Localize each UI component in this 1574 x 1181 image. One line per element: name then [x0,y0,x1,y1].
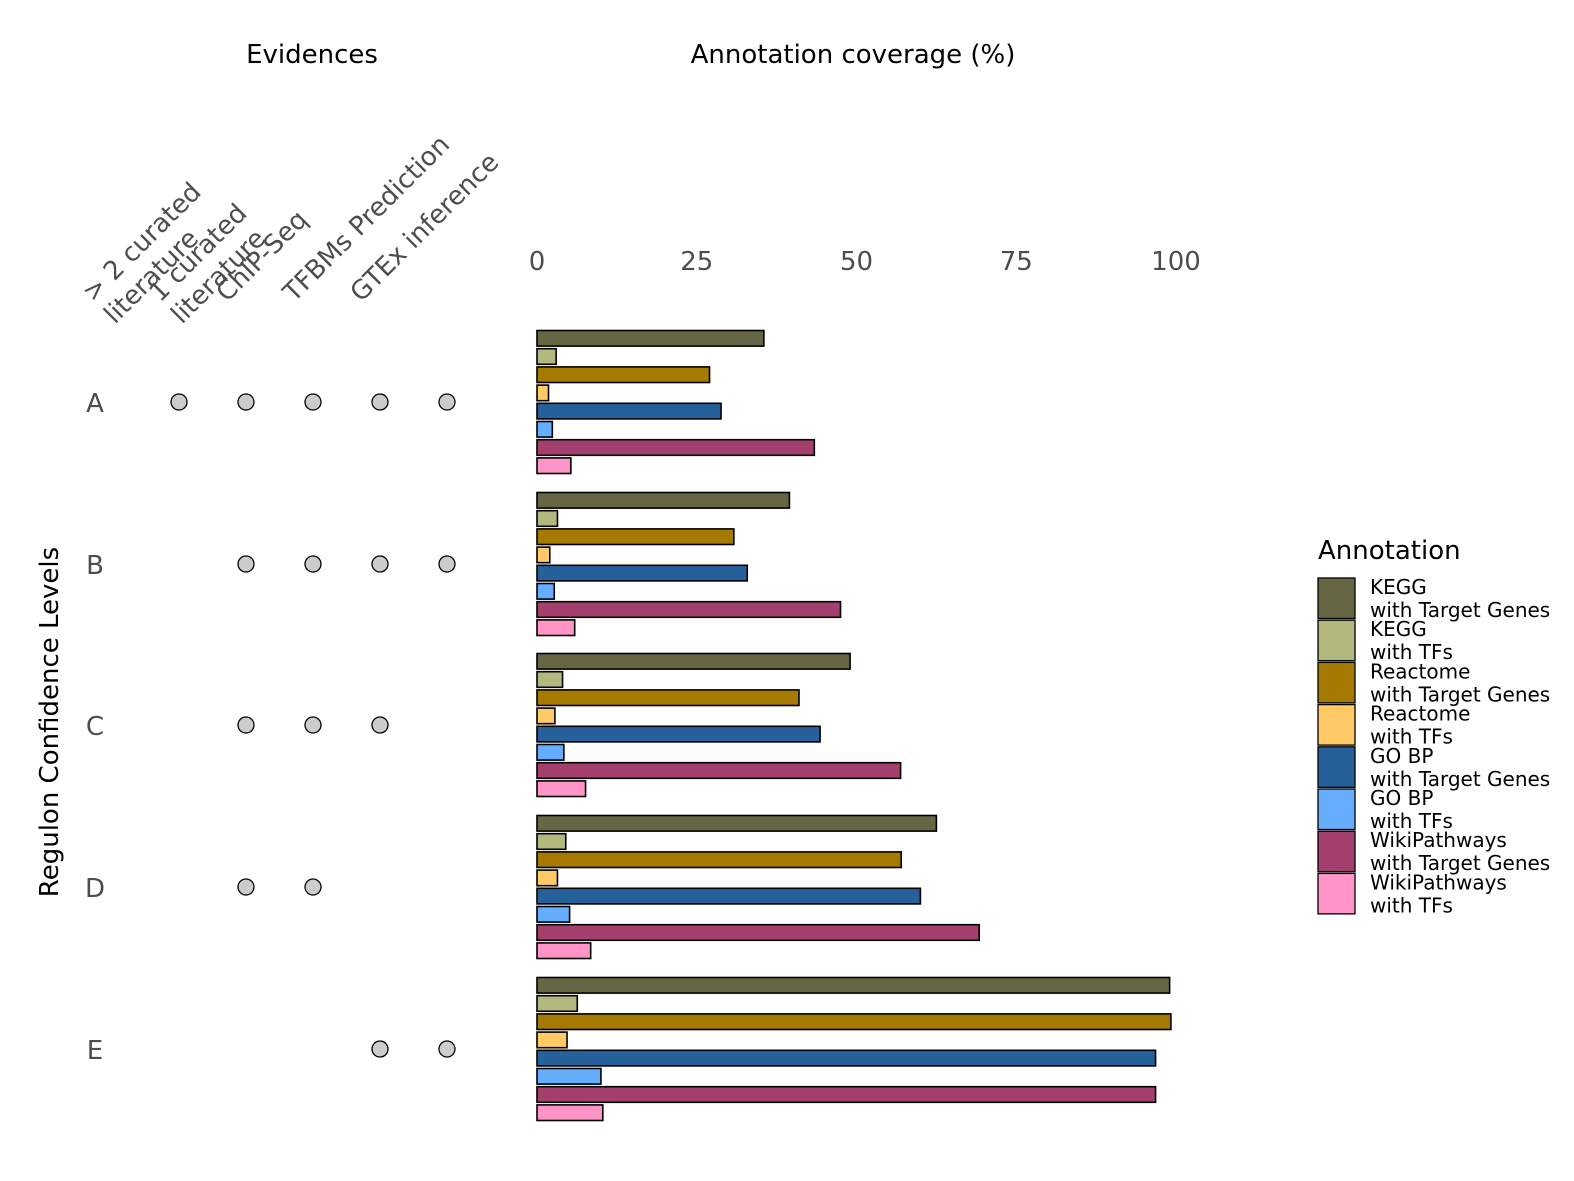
x-tick-label: 50 [840,247,873,277]
legend-key [1317,788,1356,831]
legend-label: WikiPathways with TFs [1370,870,1507,917]
evidence-dot [371,393,389,411]
legend-label: GO BP with TFs [1370,786,1453,833]
bar [536,600,842,619]
bar [536,887,922,905]
bar [536,670,564,689]
bar [536,384,550,402]
x-tick-label: 75 [1000,247,1033,277]
bar [536,564,749,582]
bar [536,457,572,475]
bar [536,491,791,509]
bar [536,689,800,707]
y-axis-title: Regulon Confidence Levels [35,547,65,897]
legend-key [1317,577,1356,620]
bar [536,438,816,457]
bar [536,1067,602,1085]
legend-key [1317,619,1356,662]
evidence-dot [237,878,255,896]
category-label: D [85,874,105,904]
legend-label: KEGG with TFs [1370,617,1453,664]
bar [536,725,821,743]
evidence-dot [371,555,389,573]
legend-key [1317,830,1356,873]
evidence-dot [304,393,322,411]
bar [536,869,559,887]
evidence-dot [438,1040,456,1058]
bar [536,1049,1157,1067]
x-tick-label: 0 [529,247,546,277]
bar [536,582,556,600]
evidence-dot [170,393,188,411]
bar [536,652,851,670]
legend-title: Annotation [1318,536,1461,566]
bar [536,905,571,923]
category-label: B [86,551,104,581]
evidence-panel-title: Evidences [246,40,378,70]
legend-key [1317,703,1356,746]
bar [536,546,551,564]
bar [536,402,722,420]
legend-label: Reactome with TFs [1370,702,1470,749]
evidence-dot [304,716,322,734]
bar [536,619,576,637]
bar [536,923,980,942]
evidence-dot [237,555,255,573]
bar [536,814,938,832]
bar [536,420,554,438]
legend-label: Reactome with Target Genes [1370,659,1550,706]
bar [536,1013,1172,1031]
bar [536,1031,568,1049]
x-tick-label: 100 [1151,247,1201,277]
bar [536,994,579,1013]
bar [536,707,556,725]
legend-key [1317,872,1356,915]
bar [536,851,903,869]
evidence-dot [237,716,255,734]
category-label: E [87,1036,103,1066]
bar [536,976,1171,994]
evidence-dot [237,393,255,411]
bar [536,329,765,347]
legend-label: GO BP with Target Genes [1370,744,1550,791]
bar [536,743,565,761]
bar [536,1085,1157,1104]
bar [536,366,711,384]
category-label: C [86,712,104,742]
evidence-dot [371,716,389,734]
bar [536,1104,604,1122]
category-label: A [86,389,104,419]
legend-label: KEGG with Target Genes [1370,575,1550,622]
evidence-dot [304,878,322,896]
bar [536,780,587,798]
evidence-dot [438,393,456,411]
evidence-dot [371,1040,389,1058]
x-axis-title: Annotation coverage (%) [691,40,1016,70]
bar [536,761,902,780]
legend-label: WikiPathways with Target Genes [1370,828,1550,875]
bar [536,832,567,851]
evidence-dot [304,555,322,573]
evidence-dot [438,555,456,573]
legend-key [1317,746,1356,788]
bar [536,509,559,528]
legend-key [1317,661,1356,704]
bar [536,942,592,960]
x-tick-label: 25 [680,247,713,277]
bar [536,528,735,546]
bar [536,347,557,366]
